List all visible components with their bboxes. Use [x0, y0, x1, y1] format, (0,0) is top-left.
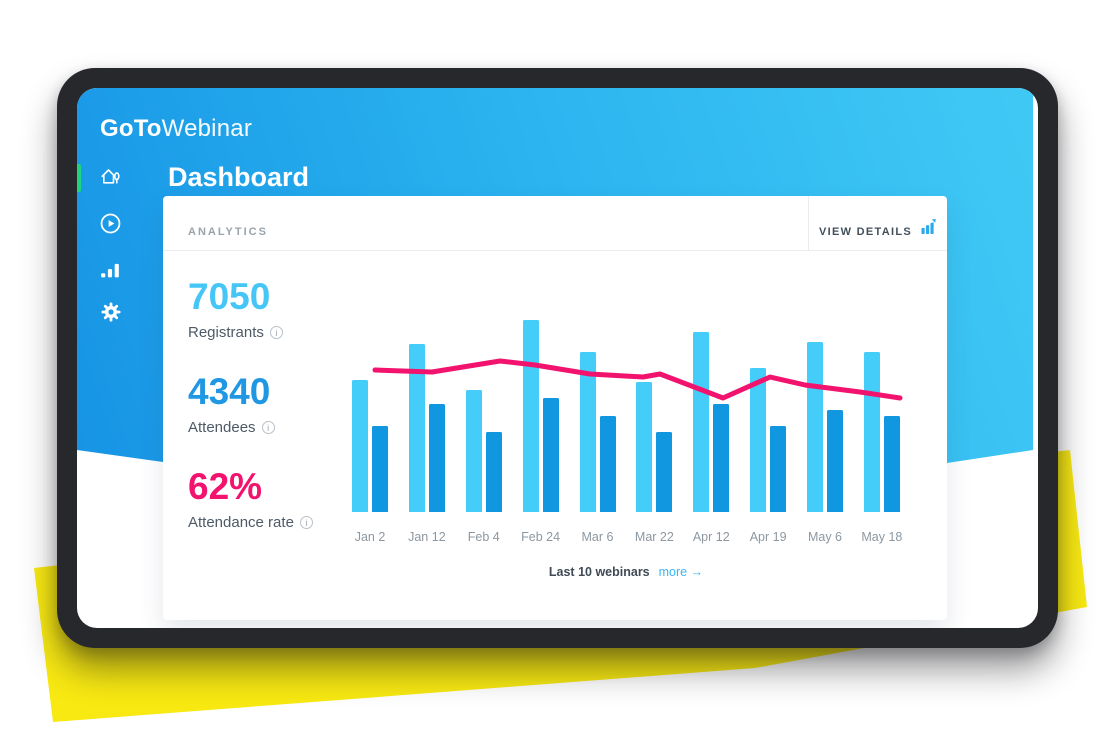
x-axis-label: Mar 22: [634, 530, 674, 544]
registrants-bar: [693, 332, 710, 512]
chart-bar-group: [408, 344, 445, 512]
logo-light-part: Webinar: [161, 115, 253, 142]
attendees-bar: [428, 404, 445, 512]
x-axis-label: May 6: [807, 530, 843, 544]
x-axis-label: Apr 12: [692, 530, 730, 544]
chart-x-axis: Jan 2 Jan 12 Feb 4 Feb 24 Mar 6 Mar 22 Apr 12 A…: [352, 530, 903, 544]
attendance-rate-stat: 62% Attendance rate i: [188, 468, 313, 531]
chart-bar-group: [693, 332, 730, 512]
x-axis-label: Mar 6: [581, 530, 614, 544]
chart-footer: Last 10 webinars more →: [352, 565, 900, 579]
attendance-rate-label: Attendance rate i: [188, 514, 313, 531]
chart-bar-group: [522, 320, 559, 512]
registrants-bar: [465, 390, 482, 512]
attendees-bar: [827, 410, 843, 512]
analytics-card-header: ANALYTICS: [163, 196, 947, 251]
info-icon[interactable]: i: [269, 326, 283, 339]
registrants-label: Registrants i: [188, 324, 283, 341]
tablet-device-frame: GoToWebinar: [57, 68, 1058, 648]
registrants-bar: [750, 368, 767, 512]
registrants-bar: [522, 320, 539, 512]
chart-bar-group: [579, 352, 616, 512]
x-axis-label: Apr 19: [749, 530, 787, 544]
sidebar-item-settings[interactable]: [98, 299, 126, 325]
registrants-stat: 7050 Registrants i: [188, 278, 283, 341]
registrants-bar: [579, 352, 596, 512]
chart-bar-group: [352, 380, 388, 512]
view-details-label: VIEW DETAILS: [818, 226, 912, 238]
x-axis-label: Jan 2: [354, 530, 386, 544]
bar-chart-icon: [98, 263, 123, 285]
attendees-bar: [485, 432, 502, 512]
more-link[interactable]: more →: [658, 565, 704, 579]
x-axis-label: Feb 24: [521, 530, 561, 544]
attendees-bar: [656, 432, 673, 512]
info-icon[interactable]: i: [299, 516, 313, 529]
trending-bars-icon: [912, 219, 937, 238]
attendees-bar: [372, 426, 388, 512]
attendees-bar: [542, 398, 559, 512]
chart-bar-group: [750, 368, 787, 512]
sidebar-item-reports[interactable]: [98, 256, 126, 282]
chart-bar-group: [465, 390, 502, 512]
attendees-value: 4340: [188, 371, 271, 412]
sidebar-item-recordings[interactable]: [98, 211, 126, 237]
view-details-button[interactable]: VIEW DETAILS: [808, 196, 947, 250]
attendees-bar: [883, 416, 900, 512]
home-icon: [98, 169, 124, 193]
attendees-stat: 4340 Attendees i: [188, 373, 275, 436]
attendance-rate-value: 62%: [188, 466, 263, 507]
attendance-rate-line: [372, 358, 903, 401]
attendees-label: Attendees i: [188, 419, 275, 436]
x-axis-label: May 18: [861, 530, 903, 544]
attendees-bar: [713, 404, 730, 512]
analytics-section-label: ANALYTICS: [188, 226, 268, 238]
sidebar-active-indicator: [77, 164, 81, 192]
page-title: Dashboard: [168, 162, 310, 192]
registrants-bar: [352, 380, 368, 512]
attendees-bar: [599, 416, 616, 512]
attendees-bar: [770, 426, 787, 512]
chart-bar-group: [636, 382, 673, 512]
logo-bold-part: GoTo: [100, 115, 162, 142]
info-icon[interactable]: i: [261, 421, 275, 434]
chart-footer-label: Last 10 webinars: [548, 565, 650, 579]
play-circle-icon: [98, 213, 123, 240]
gotowebinar-logo: GoToWebinar: [100, 115, 252, 143]
registrants-bar: [636, 382, 653, 512]
registrants-bar: [408, 344, 425, 512]
registrants-value: 7050: [188, 276, 271, 317]
x-axis-label: Jan 12: [408, 530, 446, 544]
webinars-chart: [352, 312, 903, 512]
device-screen: GoToWebinar: [77, 88, 1038, 628]
x-axis-label: Feb 4: [467, 530, 500, 544]
sidebar-item-dashboard[interactable]: [98, 165, 126, 191]
analytics-card: ANALYTICS VIEW DETAILS: [163, 196, 947, 620]
gear-icon: [98, 302, 124, 329]
